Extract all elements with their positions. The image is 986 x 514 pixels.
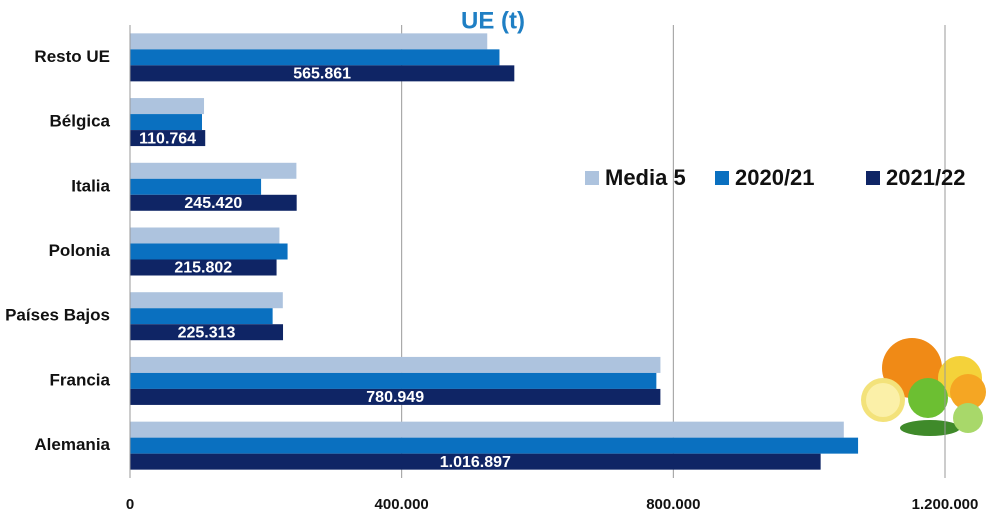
fruit-illustration bbox=[861, 338, 986, 436]
bar bbox=[130, 438, 858, 454]
legend-swatch bbox=[866, 171, 880, 185]
y-tick-label: Resto UE bbox=[34, 47, 110, 66]
bar bbox=[130, 373, 656, 389]
x-tick-label: 1.200.000 bbox=[912, 496, 979, 513]
bar bbox=[130, 422, 844, 438]
y-tick-label: Italia bbox=[71, 176, 110, 195]
bar bbox=[130, 163, 296, 179]
y-tick-label: Polonia bbox=[49, 241, 111, 260]
value-label: 1.016.897 bbox=[440, 454, 511, 471]
bar bbox=[130, 228, 279, 244]
value-label: 225.313 bbox=[178, 324, 236, 341]
bar bbox=[130, 49, 499, 65]
legend-label: 2021/22 bbox=[886, 165, 966, 190]
legend-swatch bbox=[585, 171, 599, 185]
bar bbox=[130, 98, 204, 114]
y-tick-label: Países Bajos bbox=[5, 306, 110, 325]
value-label: 780.949 bbox=[366, 389, 424, 406]
bar bbox=[130, 292, 283, 308]
chart-title: UE (t) bbox=[461, 7, 525, 34]
y-tick-label: Alemania bbox=[34, 435, 110, 454]
bar bbox=[130, 179, 261, 195]
value-label: 215.802 bbox=[174, 260, 232, 277]
bar bbox=[130, 33, 487, 49]
value-label: 565.861 bbox=[293, 66, 351, 83]
y-tick-label: Bélgica bbox=[50, 112, 111, 131]
legend-label: Media 5 bbox=[605, 165, 686, 190]
bar bbox=[130, 308, 273, 324]
y-tick-label: Francia bbox=[50, 370, 111, 389]
legend-swatch bbox=[715, 171, 729, 185]
legend-label: 2020/21 bbox=[735, 165, 815, 190]
bar bbox=[130, 244, 288, 260]
bar bbox=[130, 357, 660, 373]
value-label: 110.764 bbox=[139, 130, 196, 147]
bar bbox=[130, 114, 202, 130]
x-tick-label: 400.000 bbox=[375, 496, 429, 513]
x-tick-label: 800.000 bbox=[646, 496, 700, 513]
x-tick-label: 0 bbox=[126, 496, 134, 513]
chart: UE (t) 0 400.000 800.000 1.200.000 Resto UE 5… bbox=[0, 0, 986, 514]
value-label: 245.420 bbox=[184, 195, 242, 212]
